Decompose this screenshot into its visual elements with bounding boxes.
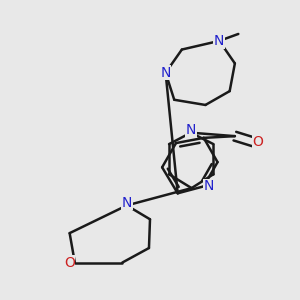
Text: O: O (253, 135, 263, 149)
Text: N: N (160, 66, 171, 80)
Text: N: N (122, 196, 132, 210)
Text: N: N (186, 123, 196, 137)
Text: N: N (204, 179, 214, 194)
Text: O: O (64, 256, 75, 270)
Text: N: N (214, 34, 224, 48)
